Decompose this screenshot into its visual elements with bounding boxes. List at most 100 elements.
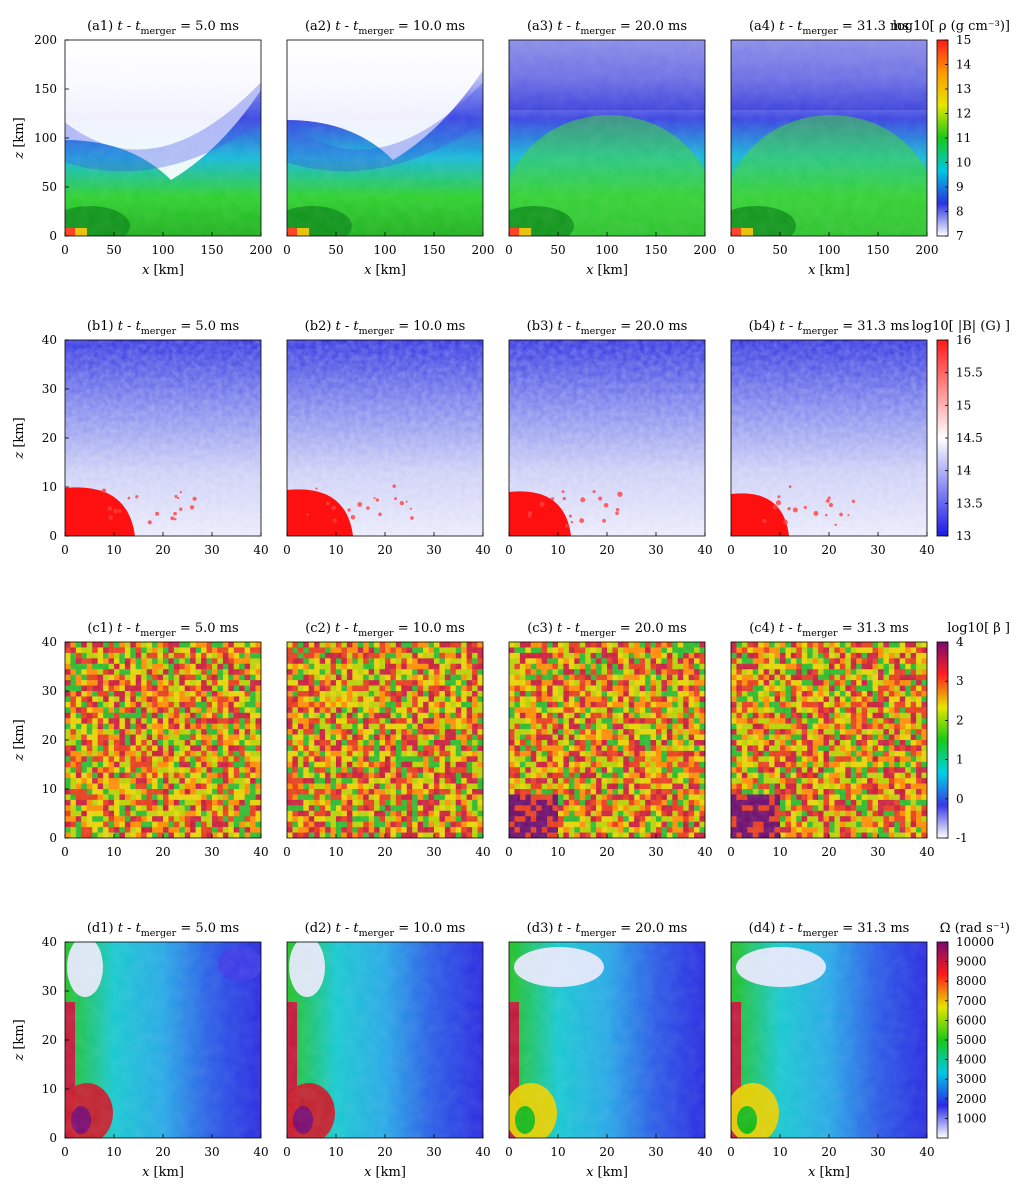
heatmap-field — [65, 642, 261, 838]
heatmap-field — [65, 40, 261, 236]
x-tick-label: 30 — [426, 1145, 441, 1159]
panel-title: (d1) t - tmerger = 5.0 ms — [87, 921, 239, 939]
colorbar-label: log10[ ρ (g cm⁻³)] — [893, 19, 1010, 34]
colorbar-tick-label: 13 — [956, 529, 971, 543]
x-tick-label: 0 — [283, 543, 291, 557]
colorbar-tick-label: 5000 — [956, 1033, 987, 1047]
colorbar-tick-label: 13 — [956, 82, 971, 96]
panel-title: (c1) t - tmerger = 5.0 ms — [87, 621, 238, 639]
panel-b3: (b3) t - tmerger = 20.0 ms 0 10 20 30 40 — [505, 319, 712, 557]
x-tick-label: 20 — [599, 1145, 614, 1159]
x-tick-label: 200 — [250, 243, 273, 257]
heatmap-field — [65, 340, 261, 536]
panel-a3: (a3) t - tmerger = 20.0 ms 0 50 100 150 200 x … — [505, 19, 717, 278]
colorbar-tick-label: 16 — [956, 333, 971, 347]
x-tick-label: 50 — [772, 243, 787, 257]
x-axis-label: x [km] — [586, 263, 628, 278]
y-tick-label: 30 — [42, 684, 57, 698]
y-axis-label: z [km] — [12, 417, 27, 459]
y-tick-label: 100 — [34, 131, 57, 145]
x-tick-label: 10 — [106, 845, 121, 859]
x-tick-label: 40 — [697, 845, 712, 859]
x-tick-label: 0 — [283, 845, 291, 859]
heatmap-field — [509, 40, 705, 236]
x-tick-label: 200 — [694, 243, 717, 257]
y-tick-label: 40 — [42, 635, 57, 649]
x-axis-label: x [km] — [142, 1165, 184, 1180]
panel-c1: (c1) t - tmerger = 5.0 ms 0 10 20 30 40 0 10 20 3… — [12, 621, 269, 859]
y-tick-label: 40 — [42, 935, 57, 949]
x-tick-label: 40 — [919, 845, 934, 859]
x-tick-label: 0 — [505, 543, 513, 557]
heatmap-field — [731, 340, 927, 536]
x-tick-label: 10 — [550, 1145, 565, 1159]
x-tick-label: 40 — [253, 1145, 268, 1159]
x-tick-label: 40 — [697, 1145, 712, 1159]
row-d: (d1) t - tmerger = 5.0 ms 0 10 20 30 40 x [km]… — [12, 921, 1010, 1180]
heatmap-field — [731, 942, 927, 1138]
x-tick-label: 10 — [772, 1145, 787, 1159]
panel-a1: (a1) t - tmerger = 5.0 ms 0 50 100 150 200 x [… — [12, 19, 272, 278]
colorbar-tick-label: 9000 — [956, 955, 987, 969]
y-tick-label: 10 — [42, 1082, 57, 1096]
x-tick-label: 10 — [550, 845, 565, 859]
x-tick-label: 30 — [870, 1145, 885, 1159]
y-tick-label: 30 — [42, 382, 57, 396]
x-tick-label: 20 — [821, 1145, 836, 1159]
y-axis-label: z [km] — [12, 719, 27, 761]
heatmap-field — [287, 40, 483, 236]
panel-title: (b1) t - tmerger = 5.0 ms — [87, 319, 239, 337]
x-tick-label: 30 — [204, 543, 219, 557]
x-tick-label: 40 — [475, 543, 490, 557]
heatmap-field — [287, 340, 483, 536]
colorbar-tick-label: 3 — [956, 674, 964, 688]
colorbar-tick-label: 4 — [956, 635, 964, 649]
colorbar-tick-label: 12 — [956, 107, 971, 121]
colorbar-tick-label: 9 — [956, 180, 964, 194]
x-tick-label: 30 — [870, 845, 885, 859]
x-tick-label: 150 — [645, 243, 668, 257]
y-tick-label: 0 — [49, 831, 57, 845]
colorbar-tick-label: 11 — [956, 131, 971, 145]
x-axis-label: x [km] — [142, 263, 184, 278]
heatmap-field — [731, 642, 927, 838]
x-tick-label: 20 — [599, 543, 614, 557]
heatmap-field — [65, 942, 261, 1138]
x-tick-label: 40 — [697, 543, 712, 557]
x-tick-label: 10 — [328, 1145, 343, 1159]
panel-title: (a1) t - tmerger = 5.0 ms — [87, 19, 239, 37]
x-tick-label: 100 — [152, 243, 175, 257]
colorbar-tick-label: 15.5 — [956, 366, 983, 380]
panel-b1: (b1) t - tmerger = 5.0 ms 0 10 20 30 40 0 10 20 3… — [12, 319, 269, 557]
x-tick-label: 20 — [155, 1145, 170, 1159]
y-tick-label: 10 — [42, 480, 57, 494]
x-tick-label: 20 — [377, 845, 392, 859]
panel-title: (b4) t - tmerger = 31.3 ms — [749, 319, 910, 337]
colorbar-tick-label: 10 — [956, 156, 971, 170]
y-tick-label: 150 — [34, 82, 57, 96]
colorbar-tick-label: 0 — [956, 792, 964, 806]
y-tick-label: 40 — [42, 333, 57, 347]
x-tick-label: 40 — [475, 845, 490, 859]
panel-title: (c3) t - tmerger = 20.0 ms — [527, 621, 687, 639]
x-tick-label: 10 — [328, 845, 343, 859]
y-tick-label: 20 — [42, 431, 57, 445]
x-tick-label: 40 — [253, 543, 268, 557]
panel-title: (c4) t - tmerger = 31.3 ms — [749, 621, 909, 639]
colorbar-scale — [936, 641, 949, 839]
x-axis-label: x [km] — [808, 1165, 850, 1180]
x-tick-label: 10 — [106, 543, 121, 557]
x-tick-label: 0 — [61, 243, 69, 257]
x-tick-label: 30 — [204, 1145, 219, 1159]
x-axis-label: x [km] — [364, 263, 406, 278]
colorbar-tick-label: 15 — [956, 398, 971, 412]
colorbar-tick-label: 2 — [956, 713, 964, 727]
x-tick-label: 30 — [204, 845, 219, 859]
panel-d1: (d1) t - tmerger = 5.0 ms 0 10 20 30 40 x [km]… — [12, 921, 269, 1180]
x-tick-label: 0 — [283, 243, 291, 257]
x-tick-label: 150 — [423, 243, 446, 257]
colorbar-tick-label: 14 — [956, 58, 972, 72]
x-tick-label: 0 — [505, 845, 513, 859]
panel-title: (d3) t - tmerger = 20.0 ms — [527, 921, 688, 939]
